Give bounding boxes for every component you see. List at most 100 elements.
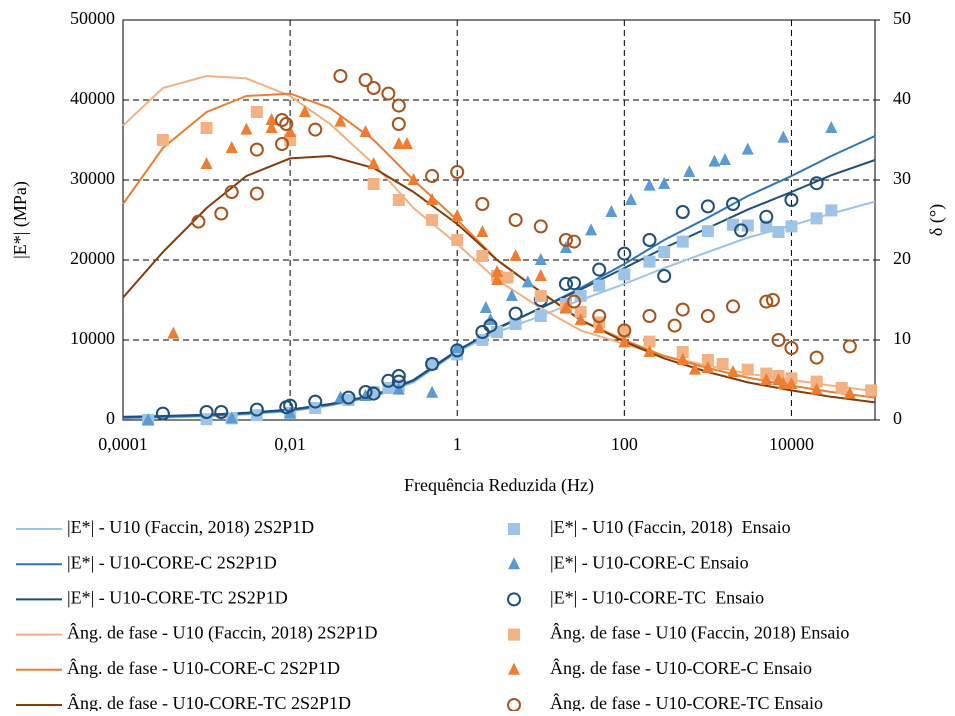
marker	[810, 382, 823, 395]
marker	[701, 354, 714, 366]
marker	[407, 173, 420, 185]
marker	[391, 369, 406, 383]
legend-label: Âng. de fase - U10-CORE-C 2S2P1D	[67, 657, 340, 678]
marker	[592, 309, 607, 323]
marker	[585, 223, 598, 236]
marker	[191, 214, 206, 229]
marker	[688, 362, 701, 375]
marker	[501, 271, 514, 284]
legend-label: |E*| - U10 (Faccin, 2018) 2S2P1D	[67, 517, 314, 538]
marker	[366, 81, 381, 95]
marker	[810, 375, 823, 388]
marker	[734, 223, 749, 238]
marker	[534, 253, 547, 265]
marker	[367, 157, 380, 169]
marker	[366, 386, 381, 401]
marker	[142, 413, 155, 425]
marker	[491, 326, 504, 338]
y2-tick-label: 40	[893, 88, 911, 108]
marker	[479, 301, 492, 313]
marker	[809, 350, 824, 365]
legend-swatch	[508, 662, 520, 675]
marker	[533, 219, 548, 234]
marker	[249, 402, 264, 417]
marker	[224, 185, 239, 199]
marker	[283, 398, 298, 413]
marker	[450, 165, 465, 179]
marker	[559, 301, 572, 313]
marker	[777, 377, 790, 389]
marker	[505, 289, 518, 301]
marker	[574, 313, 587, 325]
marker	[200, 157, 213, 169]
marker	[825, 121, 838, 133]
marker	[509, 249, 522, 261]
marker	[483, 318, 498, 333]
plot-frame	[122, 19, 876, 421]
marker	[772, 226, 785, 238]
x-axis-title: Frequência Reduzida (Hz)	[404, 475, 594, 496]
marker	[726, 299, 741, 314]
legend-swatch	[507, 592, 521, 607]
marker	[759, 294, 774, 309]
marker	[825, 204, 838, 217]
marker	[567, 294, 582, 309]
marker	[225, 411, 238, 424]
marker	[450, 343, 465, 358]
marker	[250, 106, 263, 118]
y-tick-label: 20000	[70, 248, 115, 268]
marker	[642, 309, 657, 323]
marker	[716, 358, 729, 370]
marker	[508, 306, 523, 321]
legend-label: |E*| - U10 (Faccin, 2018) Ensaio	[550, 517, 791, 538]
marker	[765, 293, 780, 307]
marker	[426, 193, 439, 205]
marker	[741, 363, 754, 376]
marker	[341, 390, 356, 405]
marker	[308, 394, 323, 409]
marker	[643, 335, 656, 348]
marker	[451, 209, 464, 221]
marker	[534, 290, 547, 302]
marker	[521, 275, 534, 288]
marker	[298, 105, 311, 117]
marker	[657, 269, 672, 283]
marker	[567, 234, 582, 249]
y2-tick-label: 10	[893, 328, 911, 348]
marker	[741, 142, 754, 155]
marker	[451, 341, 464, 353]
marker	[167, 326, 180, 339]
marker	[708, 154, 721, 167]
legend-label: Âng. de fase - U10-CORE-TC Ensaio	[550, 692, 823, 711]
marker	[425, 169, 440, 183]
y-tick-label: 0	[106, 408, 115, 428]
marker	[835, 382, 848, 394]
marker	[308, 122, 323, 137]
marker	[759, 209, 774, 224]
marker	[265, 121, 278, 133]
legend-label: |E*| - U10-CORE-TC 2S2P1D	[67, 588, 288, 608]
marker	[618, 335, 631, 348]
marker	[567, 276, 582, 291]
x-tick-label: 100	[611, 434, 638, 454]
marker	[392, 194, 405, 206]
marker	[771, 333, 786, 347]
marker	[475, 197, 490, 211]
marker	[676, 235, 689, 248]
legend-label: Âng. de fase - U10 (Faccin, 2018) Ensaio	[550, 622, 849, 644]
marker	[199, 405, 214, 419]
x-tick-label: 0,0001	[98, 434, 148, 454]
marker	[392, 137, 405, 149]
marker	[760, 373, 773, 385]
legend-label: Âng. de fase - U10-CORE-C Ensaio	[550, 657, 812, 678]
x-tick-label: 1	[453, 434, 462, 454]
marker	[426, 214, 439, 226]
marker	[842, 339, 857, 354]
legend-label: |E*| - U10-CORE-C 2S2P1D	[67, 552, 277, 572]
marker	[676, 346, 689, 358]
marker	[593, 321, 606, 333]
y2-tick-label: 30	[893, 168, 911, 188]
marker	[381, 86, 396, 101]
legend-swatch	[508, 557, 520, 570]
